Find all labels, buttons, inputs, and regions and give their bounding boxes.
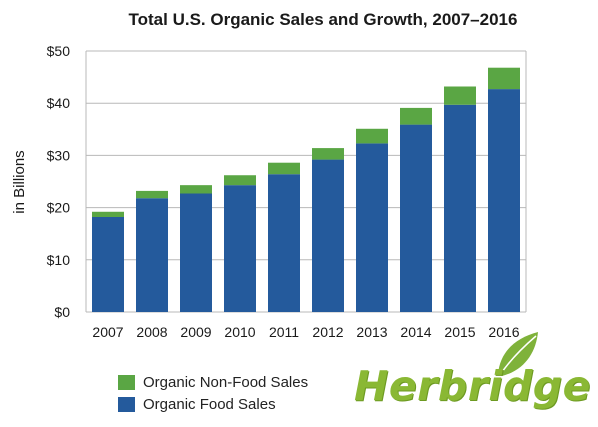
bar-food-sales — [136, 198, 168, 312]
bar-non-food-sales — [180, 185, 212, 194]
herbridge-logo: Herbridge — [350, 330, 590, 410]
y-tick-label: $40 — [47, 95, 71, 111]
bar-non-food-sales — [488, 67, 520, 90]
bar-non-food-sales — [400, 107, 432, 125]
y-axis-label: in Billions — [11, 150, 28, 213]
x-tick-label: 2013 — [356, 324, 387, 340]
x-tick-label: 2015 — [444, 324, 475, 340]
chart-svg: Total U.S. Organic Sales and Growth, 200… — [11, 10, 527, 340]
bar-non-food-sales — [136, 190, 168, 199]
y-tick-label: $10 — [47, 252, 71, 268]
y-axis-ticks: $0 $10 $20 $30 $40 $50 — [47, 43, 71, 320]
legend-item-food: Organic Food Sales — [118, 393, 308, 415]
bar-non-food-sales — [92, 211, 124, 217]
bar-food-sales — [92, 216, 124, 312]
bar-non-food-sales — [312, 148, 344, 160]
bar-food-sales — [224, 185, 256, 312]
bar-food-sales — [356, 143, 388, 312]
x-tick-label: 2012 — [312, 324, 343, 340]
bars — [92, 67, 520, 313]
legend-swatch-food — [118, 396, 135, 412]
y-tick-label: $20 — [47, 200, 71, 216]
x-tick-label: 2008 — [136, 324, 167, 340]
bar-food-sales — [180, 193, 212, 312]
bar-food-sales — [312, 159, 344, 312]
legend-item-non-food: Organic Non-Food Sales — [118, 371, 308, 393]
legend-label-non-food: Organic Non-Food Sales — [143, 373, 309, 391]
legend-swatch-non-food — [118, 374, 135, 390]
bar-food-sales — [488, 89, 520, 312]
bar-non-food-sales — [224, 175, 256, 186]
bar-food-sales — [268, 174, 300, 312]
bar-non-food-sales — [268, 162, 300, 175]
legend-label-food: Organic Food Sales — [143, 395, 276, 413]
leaf-icon — [498, 332, 538, 376]
logo-text: Herbridge — [354, 362, 591, 410]
y-tick-label: $30 — [47, 147, 71, 163]
legend: Organic Non-Food Sales Organic Food Sale… — [118, 371, 308, 415]
y-tick-label: $50 — [47, 43, 71, 59]
x-tick-label: 2007 — [92, 324, 123, 340]
x-tick-label: 2009 — [180, 324, 211, 340]
chart-title: Total U.S. Organic Sales and Growth, 200… — [129, 10, 518, 29]
bar-food-sales — [400, 124, 432, 313]
bar-non-food-sales — [444, 86, 476, 105]
y-tick-label: $0 — [54, 304, 70, 320]
x-tick-label: 2014 — [400, 324, 431, 340]
x-tick-label: 2016 — [488, 324, 519, 340]
bar-non-food-sales — [356, 128, 388, 144]
x-axis-ticks: 2007 2008 2009 2010 2011 2012 2013 2014 2015 2016 — [92, 324, 519, 340]
bar-food-sales — [444, 104, 476, 313]
x-tick-label: 2010 — [224, 324, 255, 340]
x-tick-label: 2011 — [269, 324, 299, 340]
